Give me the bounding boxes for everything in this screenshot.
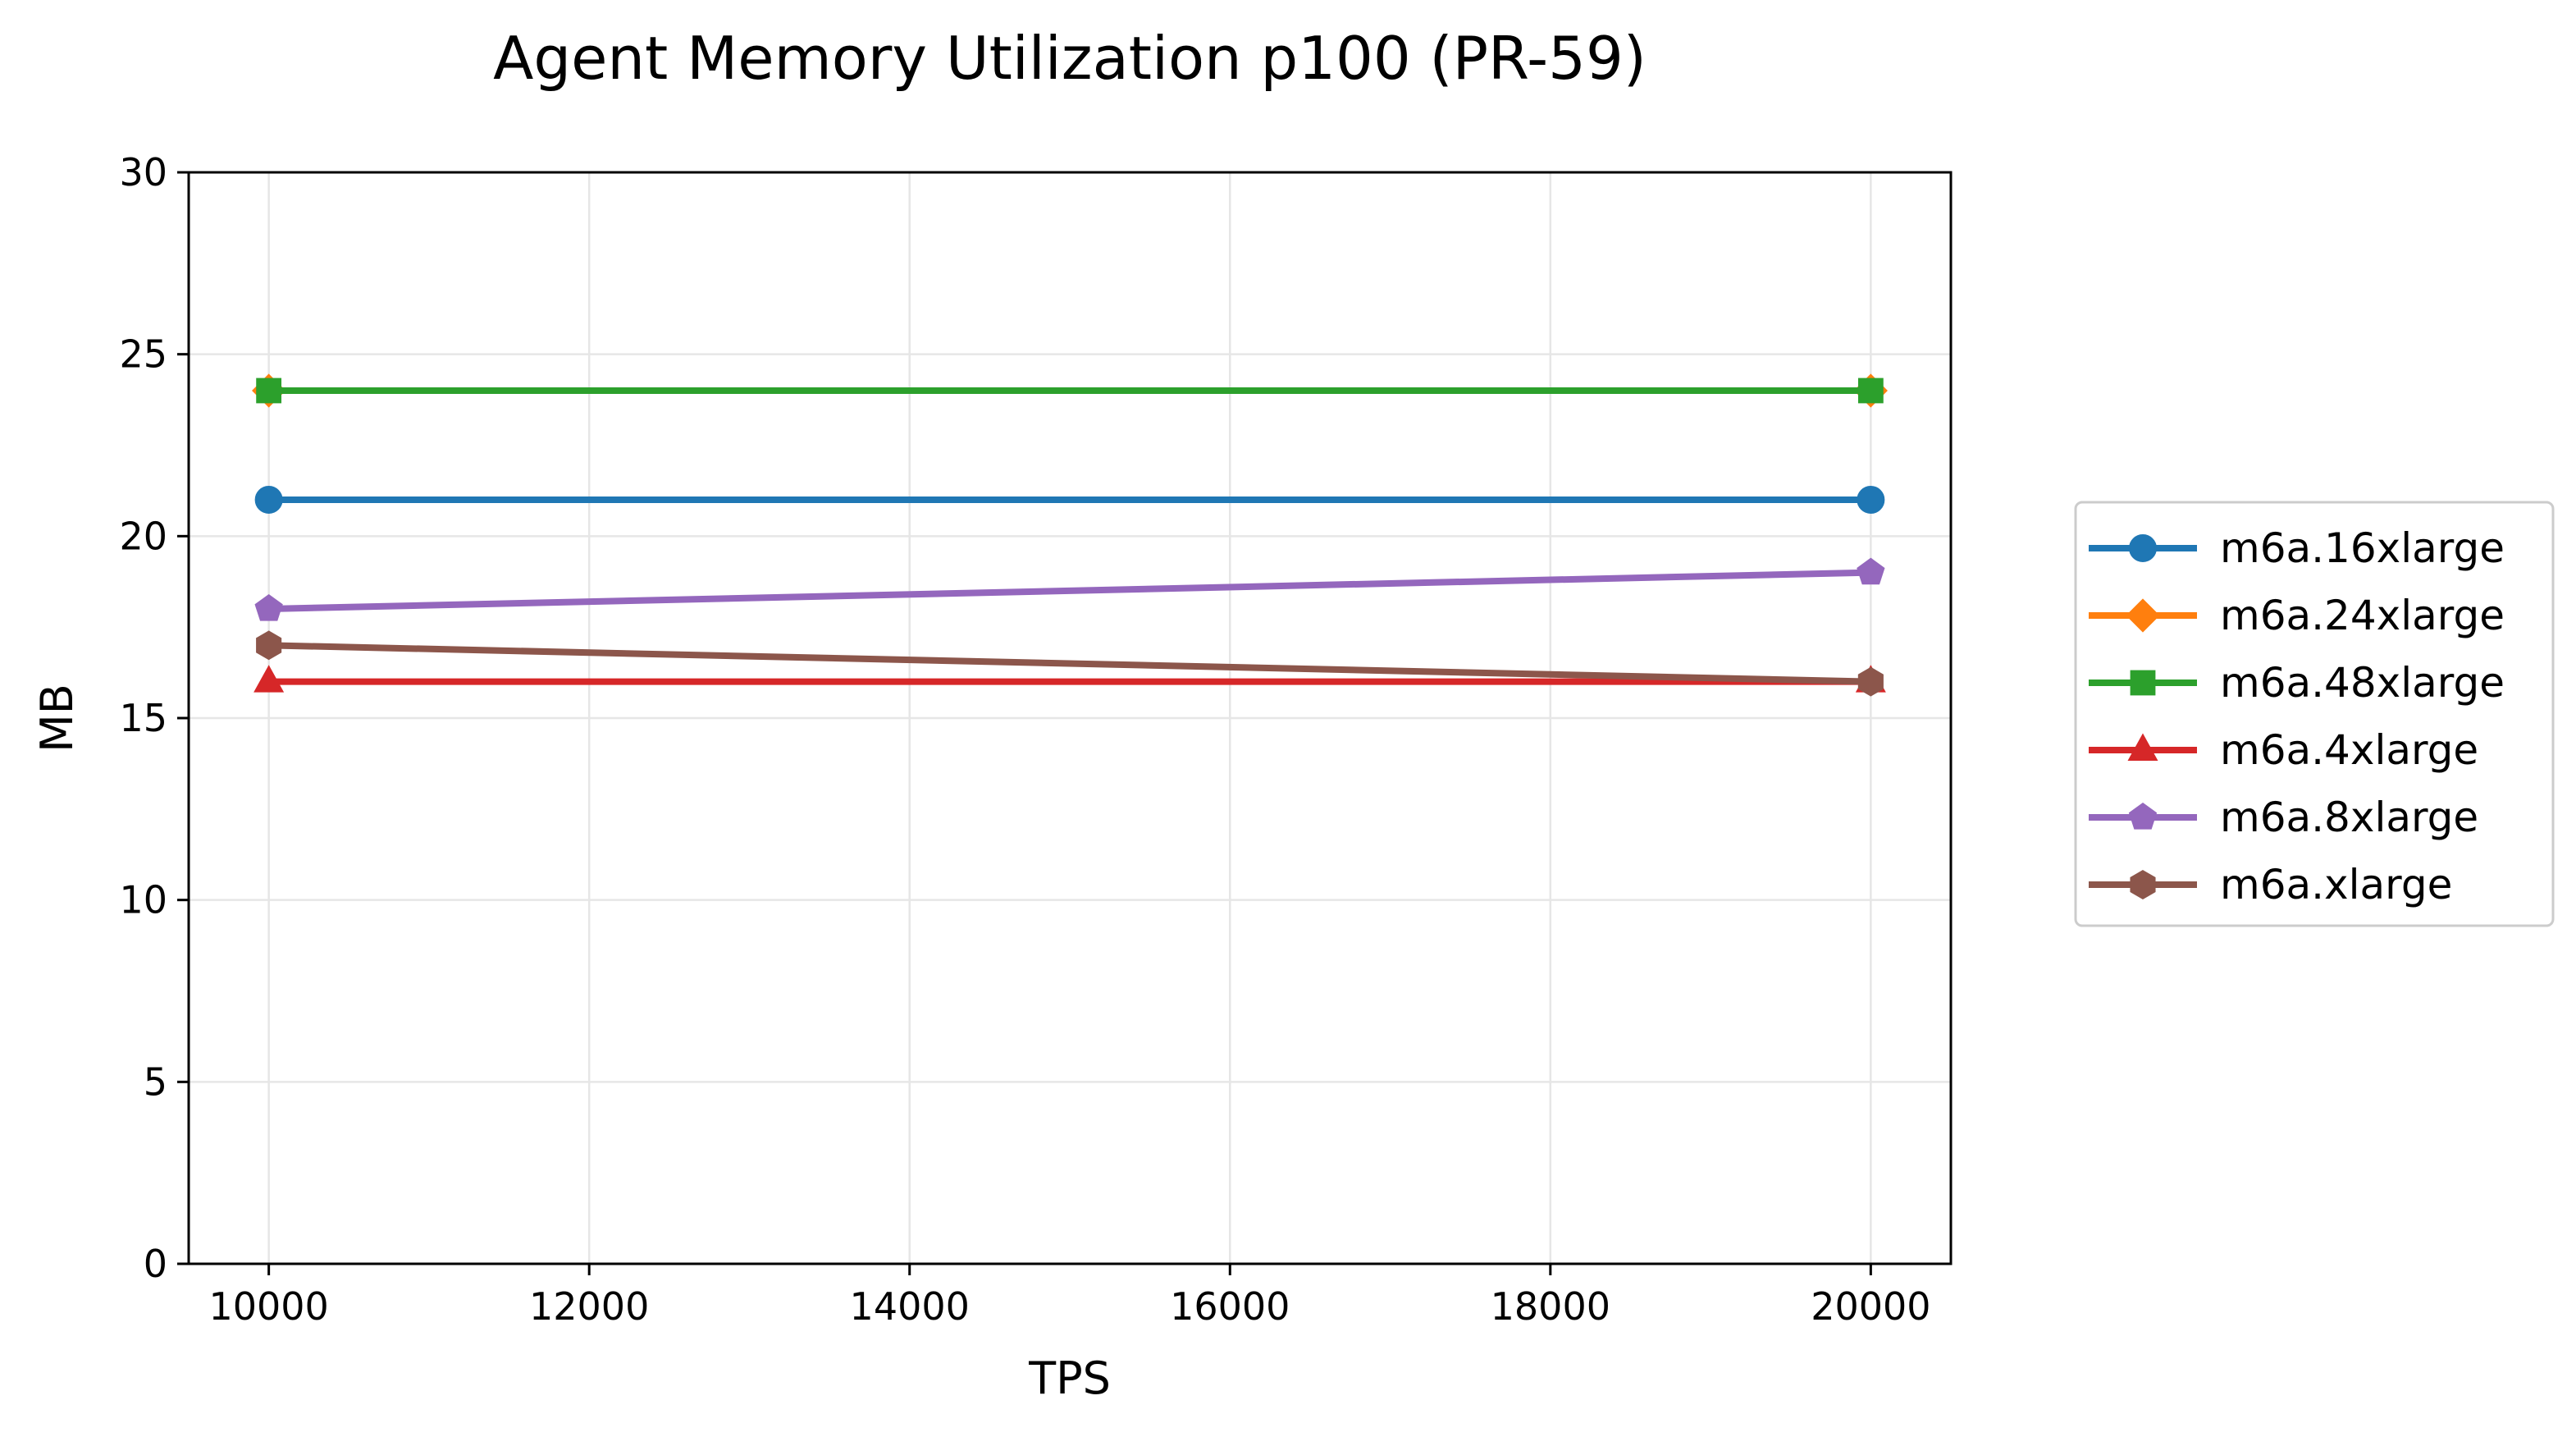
series-m6a.16xlarge xyxy=(254,486,1885,514)
data-point xyxy=(1857,378,1884,404)
y-tick-label: 25 xyxy=(119,332,167,377)
legend-item: m6a.8xlarge xyxy=(2089,794,2478,841)
chart-title: Agent Memory Utilization p100 (PR-59) xyxy=(493,24,1647,93)
legend-marker xyxy=(2129,534,2157,562)
x-tick-label: 16000 xyxy=(1170,1284,1290,1329)
legend-label: m6a.xlarge xyxy=(2220,861,2452,908)
data-point xyxy=(1857,666,1884,697)
data-point xyxy=(1857,486,1885,514)
legend-marker xyxy=(2128,802,2158,830)
x-axis-label: TPS xyxy=(1028,1352,1111,1404)
x-tick-label: 10000 xyxy=(208,1284,328,1329)
y-tick-label: 5 xyxy=(144,1059,167,1104)
y-tick-label: 30 xyxy=(119,150,167,194)
series-line xyxy=(268,642,1871,685)
x-tick-label: 20000 xyxy=(1811,1284,1930,1329)
legend-label: m6a.4xlarge xyxy=(2220,726,2478,774)
x-tick-label: 14000 xyxy=(850,1284,970,1329)
data-point xyxy=(254,486,283,514)
data-point xyxy=(1857,557,1885,585)
series-layer xyxy=(252,373,1888,697)
y-tick-label: 0 xyxy=(144,1242,167,1286)
legend-label: m6a.24xlarge xyxy=(2220,592,2505,639)
legend-label: m6a.16xlarge xyxy=(2220,524,2505,572)
legend-label: m6a.8xlarge xyxy=(2220,794,2478,841)
legend-label: m6a.48xlarge xyxy=(2220,659,2505,707)
legend-marker xyxy=(2130,670,2156,696)
legend-item: m6a.4xlarge xyxy=(2089,726,2478,774)
series-m6a.8xlarge xyxy=(254,557,1885,621)
legend-item: m6a.16xlarge xyxy=(2089,524,2505,572)
legend-item: m6a.xlarge xyxy=(2089,861,2452,908)
y-tick-label: 15 xyxy=(119,696,167,740)
series-m6a.48xlarge xyxy=(256,378,1884,404)
y-axis-label: MB xyxy=(31,684,83,753)
legend: m6a.16xlarge m6a.24xlarge m6a.48xlarge m6a.… xyxy=(2074,501,2555,927)
data-point xyxy=(256,378,282,404)
legend-marker xyxy=(2130,870,2156,899)
data-point xyxy=(256,630,282,661)
x-tick-label: 18000 xyxy=(1491,1284,1610,1329)
legend-marker xyxy=(2127,733,2158,761)
series-m6a.xlarge xyxy=(256,630,1884,697)
series-line xyxy=(268,569,1871,612)
legend-item: m6a.24xlarge xyxy=(2089,592,2505,639)
legend-item: m6a.48xlarge xyxy=(2089,659,2505,707)
x-tick-label: 12000 xyxy=(529,1284,649,1329)
y-tick-label: 10 xyxy=(119,878,167,922)
axes: 10000 12000 14000 16000 18000 20000 0 5 10 15 20 25… xyxy=(119,150,1930,1329)
legend-marker xyxy=(2126,598,2160,633)
data-point xyxy=(253,665,285,693)
data-point xyxy=(254,593,283,621)
y-tick-label: 20 xyxy=(119,514,167,558)
